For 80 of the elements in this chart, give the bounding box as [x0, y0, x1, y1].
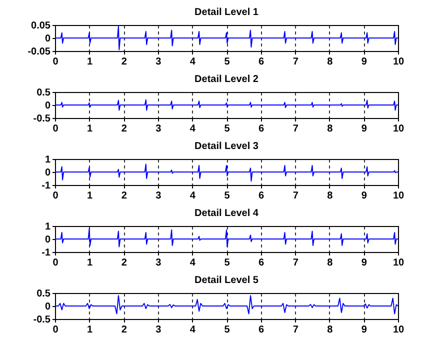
- x-tick-label: 1: [87, 56, 94, 68]
- y-tick-label: 0: [44, 234, 51, 246]
- y-tick-label: -0.5: [33, 114, 51, 124]
- x-tick-label: 3: [156, 324, 162, 336]
- line-series: [55, 228, 398, 248]
- x-tick-label: 6: [258, 190, 265, 202]
- x-tick-label: 2: [121, 324, 128, 336]
- x-tick-label: 8: [327, 258, 334, 268]
- x-tick-label: 0: [52, 190, 59, 202]
- y-tick-label: -1: [42, 248, 51, 258]
- chart-title: Detail Level 2: [194, 74, 259, 85]
- x-tick-label: 8: [327, 190, 334, 202]
- y-tick-label: 0: [44, 34, 51, 44]
- y-tick-label: 1: [44, 154, 51, 166]
- x-tick-label: 9: [361, 190, 368, 202]
- x-tick-label: 4: [190, 124, 196, 134]
- chart-title: Detail Level 4: [194, 208, 259, 219]
- x-tick-label: 3: [156, 56, 162, 68]
- x-tick-label: 10: [392, 258, 404, 268]
- x-tick-label: 4: [190, 56, 196, 68]
- x-tick-label: 3: [156, 190, 162, 202]
- x-tick-label: 7: [292, 324, 299, 336]
- x-tick-label: 7: [292, 56, 299, 68]
- x-tick-label: 3: [156, 124, 162, 134]
- x-tick-label: 5: [224, 190, 230, 202]
- y-tick-label: 0.5: [36, 288, 51, 300]
- x-tick-label: 10: [392, 124, 404, 134]
- x-tick-label: 0: [52, 56, 59, 68]
- x-tick-label: 9: [361, 258, 368, 268]
- x-tick-label: 0: [52, 124, 59, 134]
- line-series: [55, 26, 398, 50]
- chart-title: Detail Level 5: [194, 275, 259, 286]
- x-tick-label: 8: [327, 324, 334, 336]
- x-tick-label: 8: [327, 124, 334, 134]
- x-tick-label: 10: [392, 324, 404, 336]
- line-series: [55, 99, 398, 111]
- x-tick-label: 6: [258, 258, 265, 268]
- x-tick-label: 6: [258, 124, 265, 134]
- x-tick-label: 10: [392, 56, 404, 68]
- x-tick-label: 9: [361, 324, 368, 336]
- y-tick-label: 0: [44, 100, 51, 112]
- y-tick-label: -0.05: [28, 46, 51, 58]
- x-tick-label: 5: [224, 124, 230, 134]
- chart-title: Detail Level 1: [194, 7, 259, 18]
- x-tick-label: 9: [361, 124, 368, 134]
- x-tick-label: 2: [121, 258, 128, 268]
- x-tick-label: 5: [224, 324, 230, 336]
- x-tick-label: 4: [190, 324, 196, 336]
- y-tick-label: -1: [42, 180, 51, 192]
- x-tick-label: 1: [87, 190, 94, 202]
- x-tick-label: 10: [392, 190, 404, 202]
- x-tick-label: 9: [361, 56, 368, 68]
- x-tick-label: 7: [292, 124, 299, 134]
- y-tick-label: 0.05: [31, 20, 51, 32]
- x-tick-label: 1: [87, 124, 94, 134]
- x-tick-label: 7: [292, 190, 299, 202]
- x-tick-label: 1: [87, 324, 94, 336]
- x-tick-label: 3: [156, 258, 162, 268]
- x-tick-label: 6: [258, 324, 265, 336]
- x-tick-label: 1: [87, 258, 94, 268]
- y-tick-label: -0.5: [33, 314, 51, 326]
- x-tick-label: 5: [224, 56, 230, 68]
- chart-title: Detail Level 3: [194, 141, 259, 152]
- x-tick-label: 2: [121, 190, 128, 202]
- x-tick-label: 2: [121, 124, 128, 134]
- line-series: [55, 295, 398, 314]
- x-tick-label: 2: [121, 56, 128, 68]
- line-series: [55, 164, 398, 182]
- x-tick-label: 7: [292, 258, 299, 268]
- x-tick-label: 5: [224, 258, 230, 268]
- y-tick-label: 0: [44, 168, 51, 178]
- y-tick-label: 1: [44, 222, 51, 232]
- y-tick-label: 0.5: [36, 88, 51, 98]
- y-tick-label: 0: [44, 302, 51, 312]
- x-tick-label: 0: [52, 324, 59, 336]
- x-tick-label: 4: [190, 258, 196, 268]
- x-tick-label: 4: [190, 190, 196, 202]
- x-tick-label: 6: [258, 56, 265, 68]
- x-tick-label: 0: [52, 258, 59, 268]
- x-tick-label: 8: [327, 56, 334, 68]
